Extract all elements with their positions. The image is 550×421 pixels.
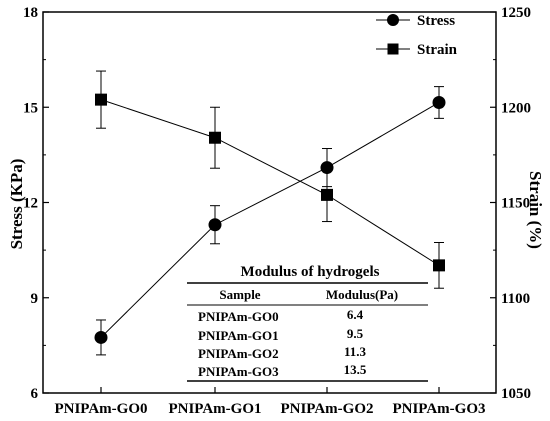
inset-cell-modulus-1: 9.5 [347, 326, 364, 341]
stress-point [320, 161, 334, 175]
y-right-tick-label: 1150 [501, 196, 530, 212]
inset-cell-sample-1: PNIPAm-GO1 [198, 328, 279, 343]
y-left-tick-label: 18 [23, 5, 38, 21]
stress-series-line [100, 102, 440, 338]
y-right-tick-label: 1200 [501, 100, 531, 116]
x-tick-label: PNIPAm-GO2 [280, 401, 373, 417]
stress-point [94, 330, 108, 344]
stress-point [208, 218, 222, 232]
inset-header-sample: Sample [219, 287, 260, 302]
y-left-tick-label: 6 [31, 386, 39, 402]
strain-point [321, 188, 333, 201]
legend-stress-label: Stress [417, 13, 455, 29]
y-right-tick-label: 1250 [501, 5, 531, 21]
inset-cell-modulus-0: 6.4 [347, 307, 364, 322]
y-right-tick-label: 1100 [501, 291, 530, 307]
inset-cell-sample-2: PNIPAm-GO2 [198, 346, 279, 361]
legend-stress-marker [387, 14, 399, 26]
legend-strain-marker [387, 43, 399, 55]
stress-point [432, 95, 446, 109]
x-tick-label: PNIPAm-GO0 [54, 401, 147, 417]
inset-table-title: Modulus of hydrogels [241, 264, 380, 280]
inset-table: Modulus of hydrogels Sample Modulus(Pa) … [187, 264, 428, 382]
inset-header-modulus: Modulus(Pa) [326, 287, 398, 302]
y-left-tick-label: 15 [23, 100, 38, 116]
y-left-tick-label: 12 [23, 196, 38, 212]
inset-cell-modulus-3: 13.5 [344, 362, 367, 377]
x-tick-label: PNIPAm-GO3 [392, 401, 485, 417]
strain-point [433, 259, 445, 272]
inset-cell-sample-0: PNIPAm-GO0 [198, 309, 279, 324]
strain-point [209, 131, 221, 144]
y-left-tick-label: 9 [31, 291, 39, 307]
y-axis-title-right: Strain (%) [526, 171, 545, 249]
legend: Stress Strain [376, 13, 458, 58]
x-tick-label: PNIPAm-GO1 [168, 401, 261, 417]
legend-strain-label: Strain [417, 42, 458, 58]
axes-layer: 6 9 12 15 18 1050 1100 1150 1200 1250 PNIPAm-GO0 PN… [23, 5, 531, 417]
y-axis-title-left: Stress (KPa) [7, 159, 26, 250]
strain-series-line [100, 99, 440, 266]
inset-cell-sample-3: PNIPAm-GO3 [198, 364, 279, 379]
strain-point [95, 93, 107, 106]
series-layer [94, 70, 446, 356]
y-right-tick-label: 1050 [501, 386, 531, 402]
inset-cell-modulus-2: 11.3 [344, 344, 367, 359]
